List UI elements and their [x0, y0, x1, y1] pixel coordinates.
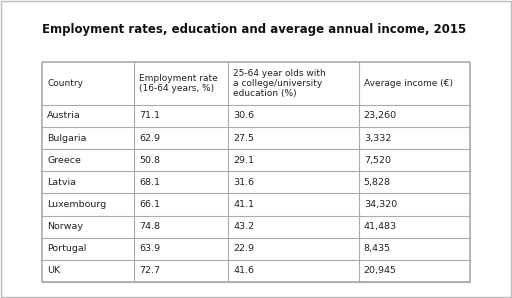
Text: Employment rate
(16-64 years, %): Employment rate (16-64 years, %) — [139, 74, 218, 93]
Text: 7,520: 7,520 — [364, 156, 391, 165]
Text: 43.2: 43.2 — [233, 222, 254, 231]
Text: 71.1: 71.1 — [139, 111, 160, 120]
Text: 41.1: 41.1 — [233, 200, 254, 209]
Text: 3,332: 3,332 — [364, 134, 391, 143]
Text: Bulgaria: Bulgaria — [47, 134, 87, 143]
Text: 23,260: 23,260 — [364, 111, 397, 120]
Text: 41,483: 41,483 — [364, 222, 397, 231]
Text: Austria: Austria — [47, 111, 81, 120]
Text: 74.8: 74.8 — [139, 222, 160, 231]
Text: 50.8: 50.8 — [139, 156, 160, 165]
Text: 31.6: 31.6 — [233, 178, 254, 187]
Text: 30.6: 30.6 — [233, 111, 254, 120]
Text: 63.9: 63.9 — [139, 244, 160, 253]
Text: 62.9: 62.9 — [139, 134, 160, 143]
Text: 25-64 year olds with
a college/university
education (%): 25-64 year olds with a college/universit… — [233, 69, 326, 98]
Text: Luxembourg: Luxembourg — [47, 200, 106, 209]
Text: 20,945: 20,945 — [364, 266, 397, 275]
Text: Norway: Norway — [47, 222, 83, 231]
Text: Country: Country — [47, 79, 83, 88]
Text: Employment rates, education and average annual income, 2015: Employment rates, education and average … — [42, 24, 466, 36]
Text: UK: UK — [47, 266, 60, 275]
Text: 29.1: 29.1 — [233, 156, 254, 165]
Text: 5,828: 5,828 — [364, 178, 391, 187]
Text: Portugal: Portugal — [47, 244, 87, 253]
Text: Latvia: Latvia — [47, 178, 76, 187]
Text: 66.1: 66.1 — [139, 200, 160, 209]
Text: 68.1: 68.1 — [139, 178, 160, 187]
Text: 34,320: 34,320 — [364, 200, 397, 209]
Text: Average income (€): Average income (€) — [364, 79, 453, 88]
Text: Greece: Greece — [47, 156, 81, 165]
Text: 8,435: 8,435 — [364, 244, 391, 253]
Text: 27.5: 27.5 — [233, 134, 254, 143]
Text: 72.7: 72.7 — [139, 266, 160, 275]
Text: 41.6: 41.6 — [233, 266, 254, 275]
Text: 22.9: 22.9 — [233, 244, 254, 253]
Bar — [42, 62, 470, 282]
